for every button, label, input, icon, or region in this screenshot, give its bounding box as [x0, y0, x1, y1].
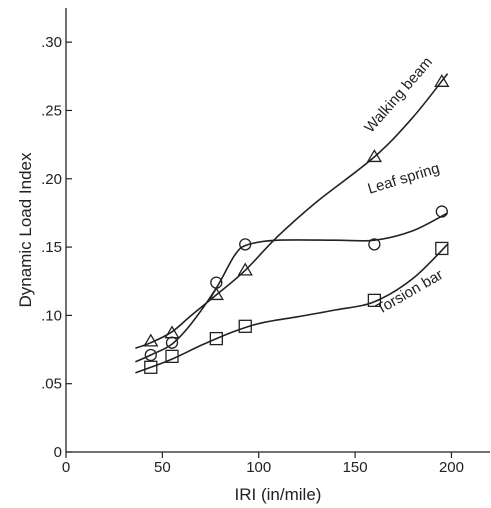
- y-tick-label: .15: [41, 239, 62, 256]
- y-tick-label: .20: [41, 171, 62, 188]
- data-point-circle: [368, 238, 381, 251]
- y-tick-label: .10: [41, 307, 62, 324]
- series-label-walking-beam: Walking beam: [361, 54, 436, 136]
- y-ticks: 0 .05 .10 .15 .20 .25 .30: [41, 34, 72, 461]
- axes: [65, 8, 490, 453]
- data-point-circle: [165, 336, 179, 349]
- series-torsion-bar: [135, 241, 449, 374]
- data-point-circle: [210, 276, 223, 289]
- data-point-triangle: [143, 333, 159, 347]
- x-tick-label: 0: [62, 459, 70, 476]
- data-point-square: [209, 331, 223, 346]
- x-tick-label: 50: [154, 459, 171, 476]
- data-point-triangle: [366, 149, 383, 163]
- y-tick-label: .25: [41, 102, 62, 119]
- y-axis-label: Dynamic Load Index: [16, 152, 35, 307]
- data-point-square: [238, 319, 252, 333]
- x-axis-label: IRI (in/mile): [235, 485, 322, 504]
- series-walking-beam: [135, 73, 450, 349]
- data-point-square: [367, 293, 382, 308]
- data-point-circle: [144, 348, 157, 362]
- data-point-circle: [239, 238, 252, 251]
- data-point-triangle: [237, 262, 253, 276]
- data-point-square: [144, 360, 158, 374]
- y-tick-label: 0: [54, 444, 62, 461]
- y-tick-label: .30: [41, 34, 62, 51]
- labels-layer: IRI (in/mile) Dynamic Load Index Walking…: [16, 54, 446, 504]
- series-layer: [135, 73, 450, 374]
- series-label-torsion-bar: Torsion bar: [373, 266, 446, 318]
- data-point-triangle: [434, 73, 450, 87]
- y-tick-label: .05: [41, 376, 62, 393]
- data-point-square: [435, 241, 449, 256]
- x-ticks: 0 50 100 150 200: [62, 452, 464, 476]
- x-tick-label: 150: [343, 459, 368, 476]
- series-leaf-spring: [135, 205, 448, 363]
- series-line-torsion-bar: [135, 243, 449, 374]
- series-label-leaf-spring: Leaf spring: [366, 160, 442, 198]
- data-point-circle: [435, 205, 448, 218]
- x-tick-label: 100: [246, 459, 271, 476]
- data-point-square: [165, 349, 179, 364]
- x-tick-label: 200: [439, 459, 464, 476]
